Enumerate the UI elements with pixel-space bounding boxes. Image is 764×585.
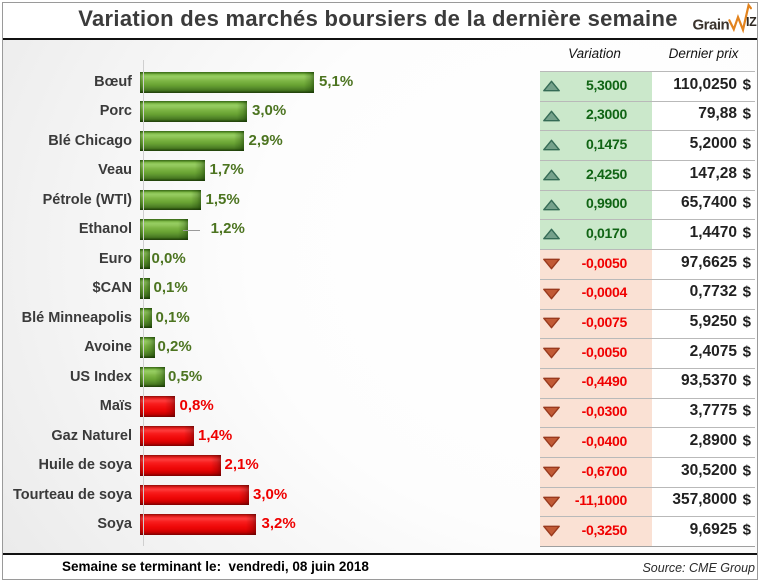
svg-text:IZ: IZ [746, 15, 757, 29]
svg-text:Grain: Grain [693, 17, 730, 34]
